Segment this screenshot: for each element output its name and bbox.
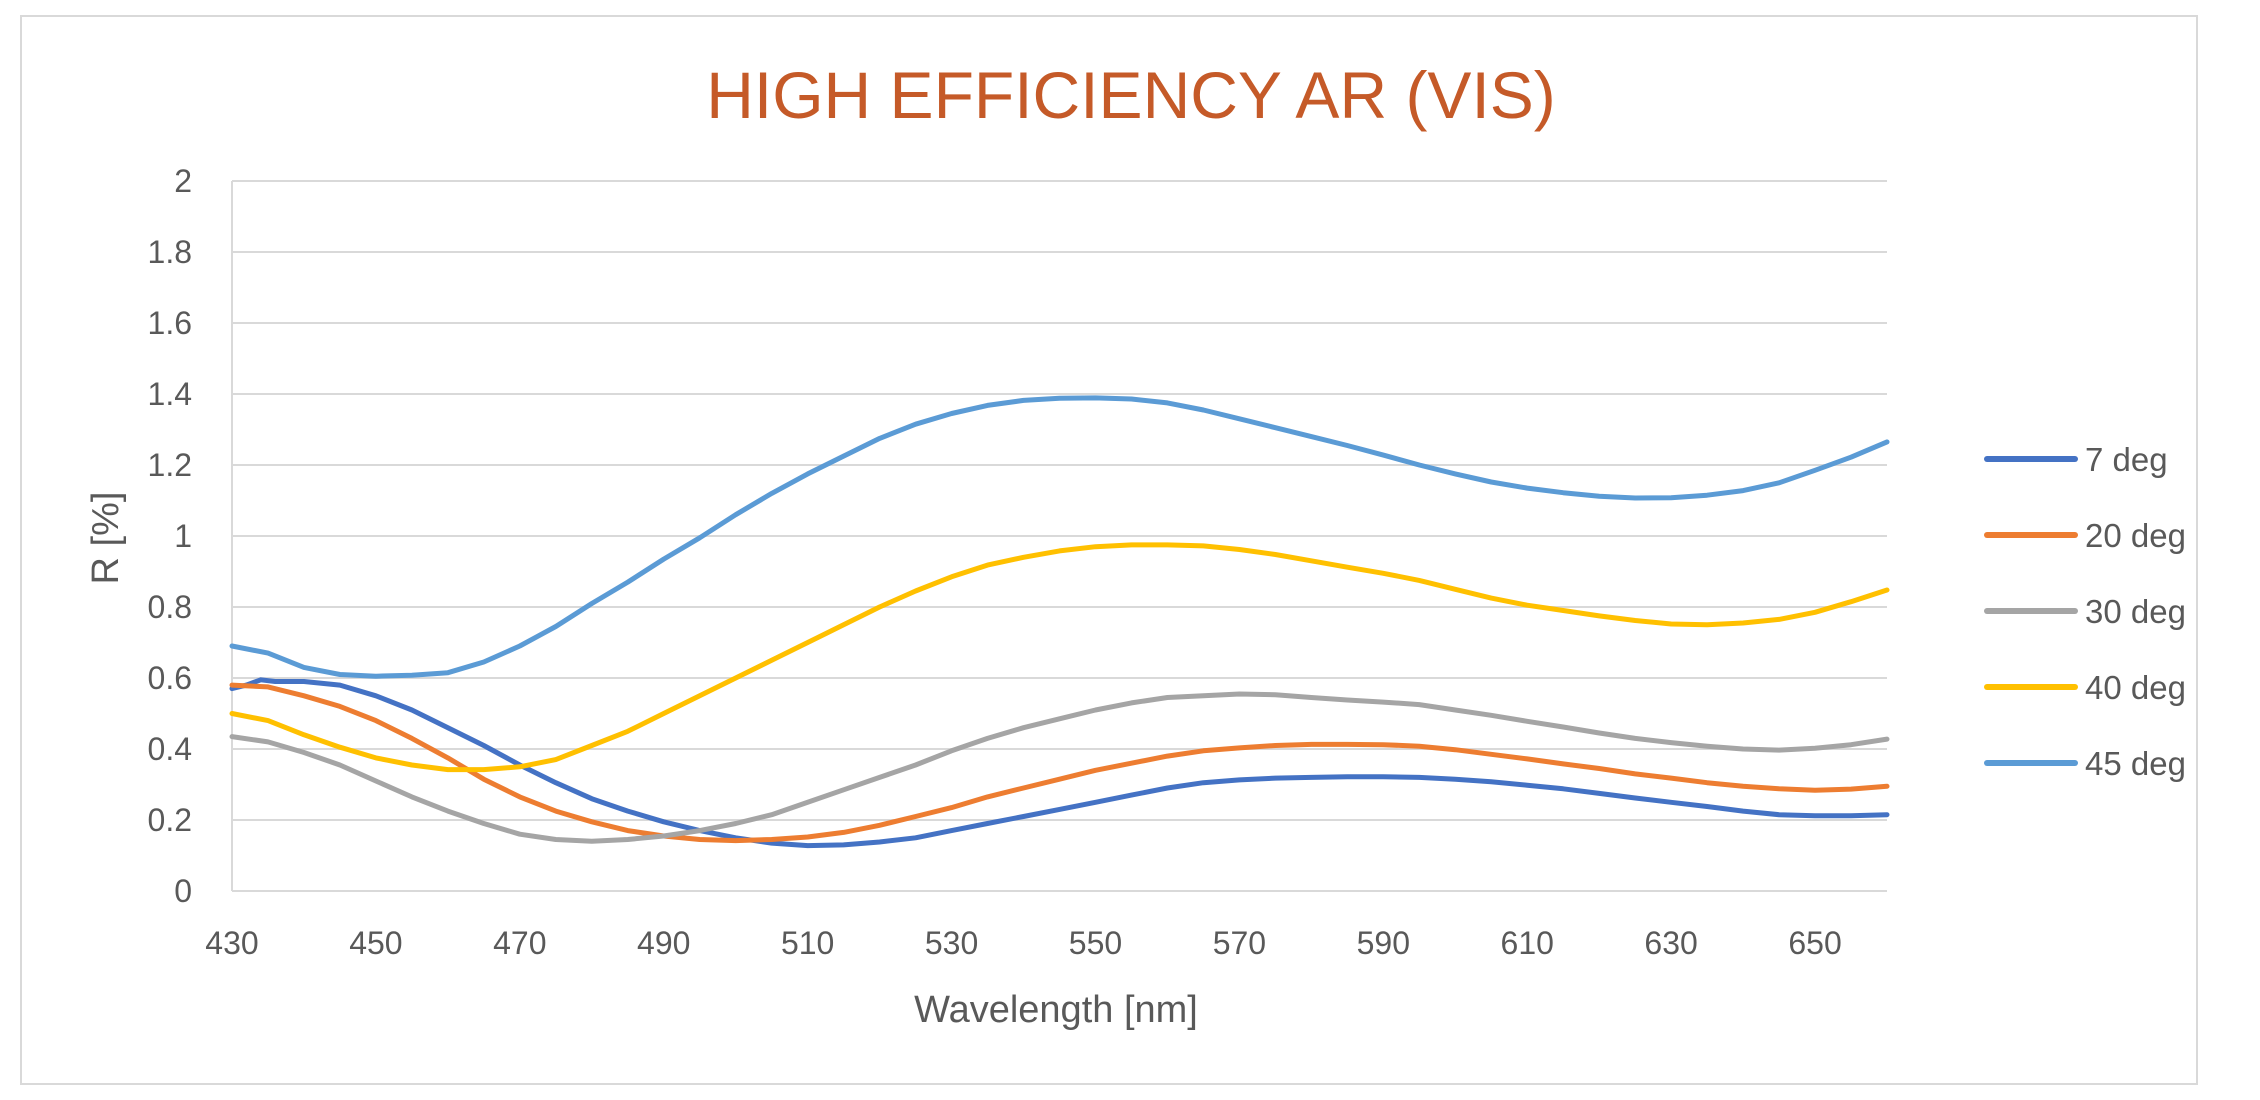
y-tick-label: 0.4 [148, 731, 192, 767]
y-tick-label: 1.2 [148, 447, 192, 483]
x-tick-label: 630 [1644, 925, 1697, 961]
y-tick-label: 0.8 [148, 589, 192, 625]
x-tick-label: 570 [1213, 925, 1266, 961]
y-tick-label: 1.6 [148, 305, 192, 341]
legend-item: 45 deg [1984, 745, 2186, 782]
x-tick-label: 530 [925, 925, 978, 961]
y-tick-label: 2 [174, 163, 192, 199]
series-line-20-deg [229, 682, 1890, 844]
legend-label: 45 deg [2085, 745, 2186, 782]
x-axis-ticks: 430 450 470 490 510 530 550 570 590 610 630 650 [205, 925, 1841, 961]
y-tick-label: 0.2 [148, 802, 192, 838]
series-line-45-deg [229, 395, 1890, 679]
legend-item: 20 deg [1984, 517, 2186, 554]
series-line-40-deg [229, 542, 1890, 773]
x-tick-label: 450 [349, 925, 402, 961]
x-tick-label: 510 [781, 925, 834, 961]
x-tick-label: 610 [1501, 925, 1554, 961]
legend: 7 deg 20 deg 30 deg 40 deg 45 deg [1984, 441, 2186, 782]
x-tick-label: 590 [1357, 925, 1410, 961]
legend-label: 7 deg [2085, 441, 2168, 478]
x-tick-label: 490 [637, 925, 690, 961]
y-tick-label: 1.4 [148, 376, 192, 412]
y-axis-title: R [%] [85, 492, 127, 585]
legend-label: 40 deg [2085, 669, 2186, 706]
y-tick-label: 1.8 [148, 234, 192, 270]
legend-label: 20 deg [2085, 517, 2186, 554]
y-tick-label: 0.6 [148, 660, 192, 696]
y-axis-ticks: 0 0.2 0.4 0.6 0.8 1 1.2 1.4 1.6 1.8 2 [148, 163, 192, 909]
x-tick-label: 430 [205, 925, 258, 961]
x-tick-label: 550 [1069, 925, 1122, 961]
series-lines [229, 395, 1890, 849]
y-tick-label: 1 [174, 518, 192, 554]
legend-item: 30 deg [1984, 593, 2186, 630]
x-tick-label: 470 [493, 925, 546, 961]
x-axis-title: Wavelength [nm] [914, 989, 1198, 1031]
legend-item: 40 deg [1984, 669, 2186, 706]
chart-title: HIGH EFFICIENCY AR (VIS) [706, 58, 1556, 132]
x-tick-label: 650 [1788, 925, 1841, 961]
legend-item: 7 deg [1984, 441, 2168, 478]
grid-lines [231, 180, 1887, 892]
series-line-7-deg [229, 677, 1890, 849]
legend-label: 30 deg [2085, 593, 2186, 630]
y-tick-label: 0 [174, 873, 192, 909]
series-line-30-deg [229, 691, 1890, 844]
chart-frame [20, 15, 2198, 1085]
